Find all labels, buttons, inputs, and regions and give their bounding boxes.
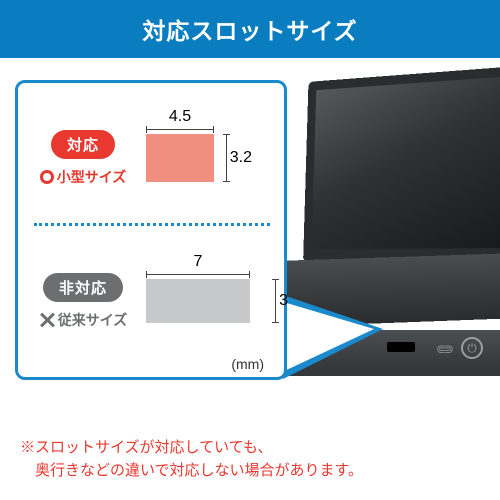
security-slot-icon: [387, 342, 415, 352]
compatible-width-label: 4.5: [146, 108, 214, 126]
header-title: 対応スロットサイズ: [142, 12, 357, 46]
incompatible-row: 非対応 従来サイズ 7 3: [34, 242, 270, 360]
incompatible-size-rect: 7 3: [146, 279, 250, 323]
circle-mark-icon: [40, 170, 54, 184]
laptop-screen: [303, 65, 500, 262]
footnote: ※スロットサイズが対応していても、 奥行きなどの違いで対応しない場合があります。: [20, 436, 363, 483]
size-callout: 対応 小型サイズ 4.5 3.2 非対応: [15, 80, 287, 380]
incompatible-badge: 非対応: [43, 273, 123, 302]
incompatible-height-label: 3: [279, 279, 288, 323]
divider-dotted: [34, 223, 270, 226]
header-bar: 対応スロットサイズ: [0, 0, 500, 58]
compatible-size-rect: 4.5 3.2: [146, 134, 214, 182]
port-icon: ⋐⋑: [436, 342, 452, 356]
compatible-height-label: 3.2: [230, 134, 252, 182]
compatible-badge: 対応: [51, 130, 115, 159]
compatible-row: 対応 小型サイズ 4.5 3.2: [34, 99, 270, 217]
cross-mark-icon: [39, 312, 55, 328]
diagram-stage: ⋐⋑ ⏻ 対応 小型サイズ 4.5 3.2: [15, 72, 485, 422]
unit-label: (mm): [34, 356, 270, 372]
power-button-icon: ⏻: [461, 337, 483, 359]
compatible-sublabel: 小型サイズ: [34, 167, 132, 187]
incompatible-width-label: 7: [146, 253, 250, 271]
incompatible-sublabel: 従来サイズ: [34, 310, 132, 330]
